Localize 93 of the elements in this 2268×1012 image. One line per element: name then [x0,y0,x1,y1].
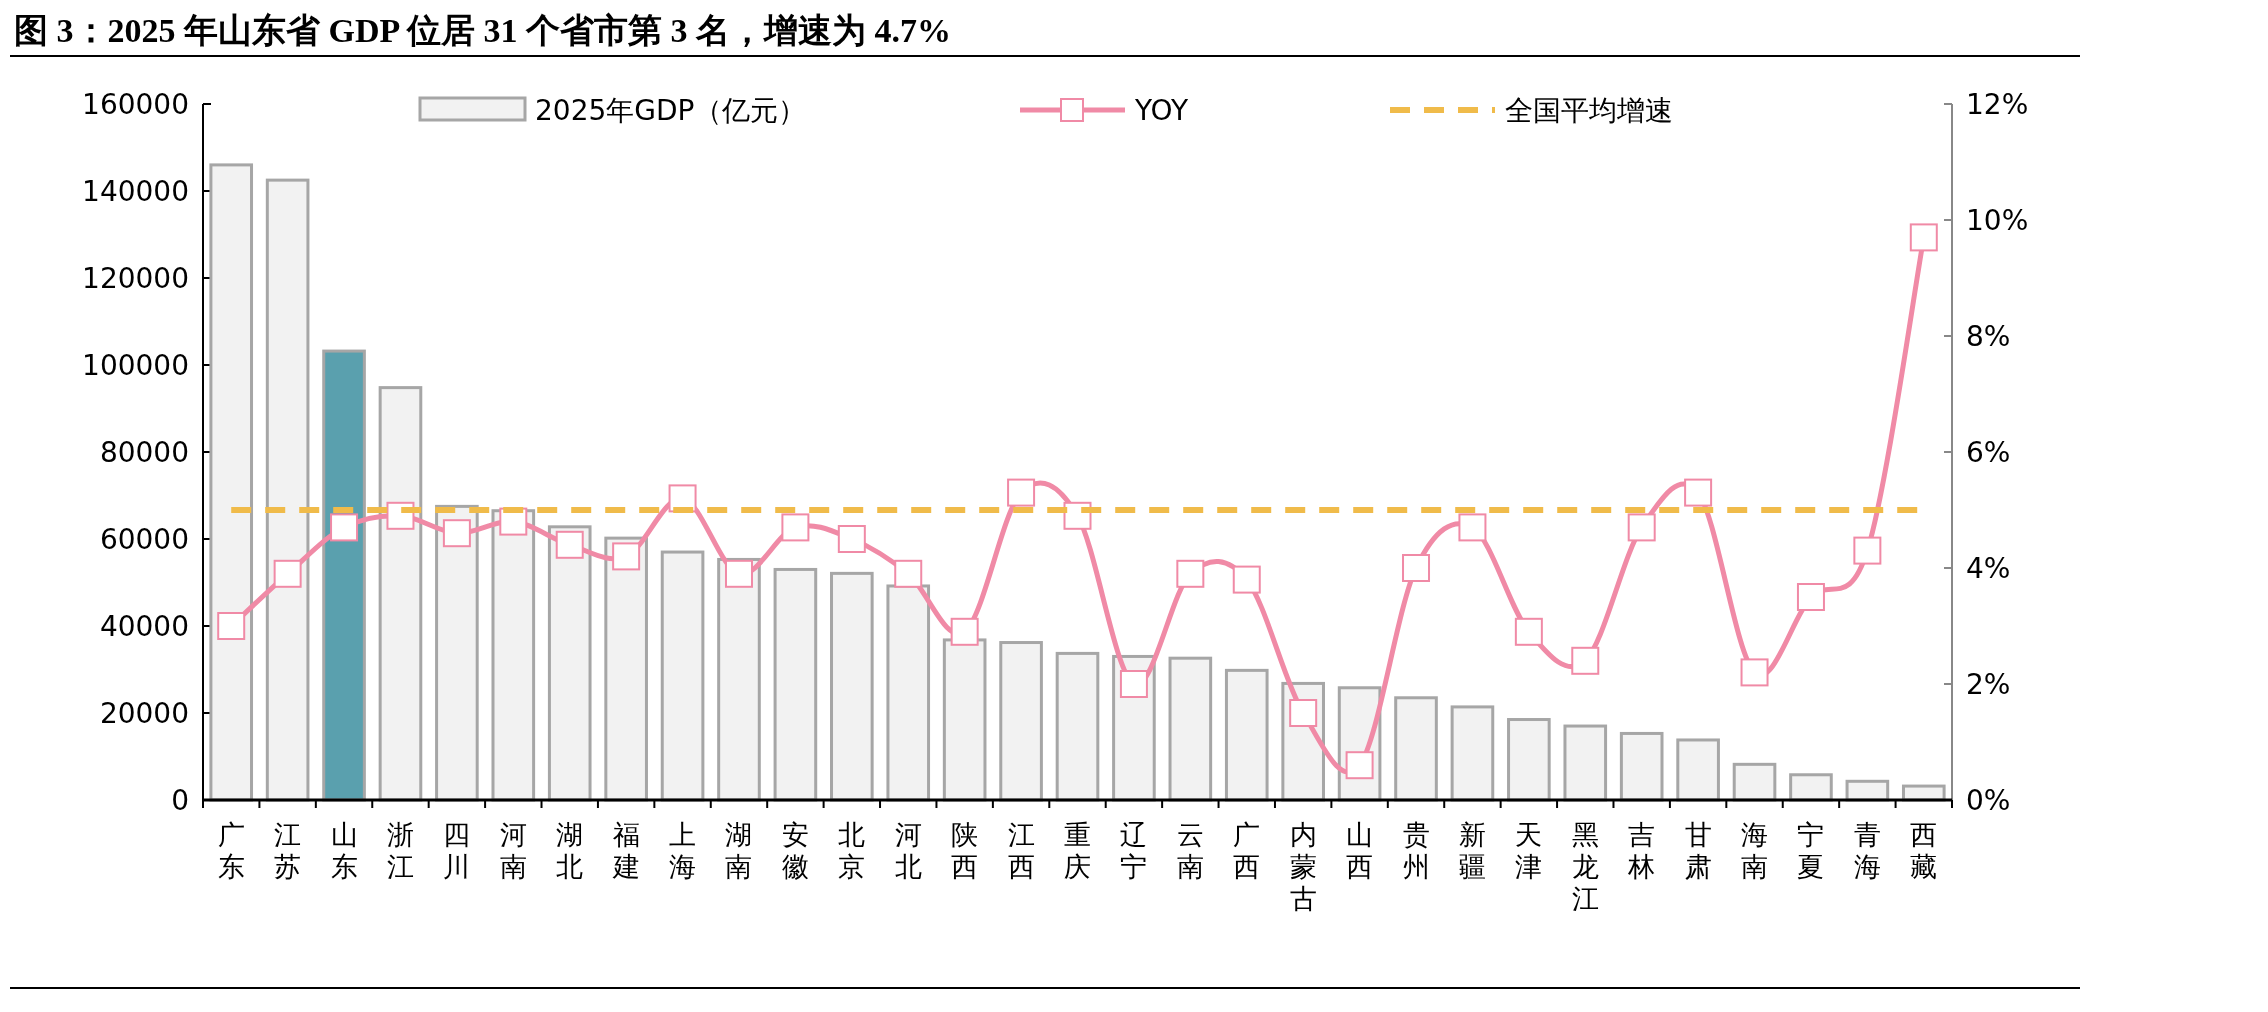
y-tick-label: 0 [171,784,189,817]
bar [1394,696,1438,802]
point [442,519,471,548]
bar [1619,731,1664,802]
y2-tick-label: 6% [1966,436,2011,469]
x-tick-label: 湖北 [556,819,584,882]
x-tick-label: 北京 [838,819,866,882]
y-tick-label: 80000 [99,436,189,469]
x-tick-label: 陕西 [951,819,979,882]
x-tick-label: 西藏 [1910,819,1938,882]
x-tick-label: 安徽 [781,819,809,882]
x-tick-label: 内蒙古 [1289,819,1317,914]
bar [942,638,987,802]
point [330,513,359,542]
point [1007,478,1036,507]
point [217,612,246,640]
bar [886,584,931,802]
y-tick-label: 160000 [82,88,189,121]
point [1232,565,1261,594]
y-tick-label: 140000 [82,175,189,208]
point [1119,670,1148,698]
bar [830,571,874,802]
bar [717,557,761,802]
point [1571,646,1600,675]
x-tick-label: 广东 [217,819,245,882]
bar [1789,773,1833,802]
legend-label: 2025年GDP（亿元） [535,94,807,127]
y2-tick-label: 8% [1966,320,2011,353]
bar [604,536,648,802]
point [612,542,641,571]
x-tick-label: 山西 [1346,819,1374,882]
x-tick-label: 重庆 [1064,819,1091,882]
x-tick-label: 上海 [669,819,697,882]
y2-tick-label: 0% [1966,784,2011,817]
x-tick-label: 四川 [443,819,471,882]
y-tick-label: 120000 [82,262,189,295]
bar [999,641,1043,802]
bar [435,504,479,802]
y-tick-label: 60000 [99,523,189,556]
bar [1676,738,1720,802]
y2-tick-label: 2% [1966,668,2011,701]
x-tick-label: 辽宁 [1120,819,1148,882]
x-tick-label: 湖南 [725,819,753,882]
point [950,617,979,646]
x-tick-label: 浙江 [386,819,414,882]
bar [547,525,592,802]
bar [378,386,423,802]
point [555,530,584,559]
bar [1507,718,1551,802]
bar [1450,705,1495,802]
x-tick-label: 黑龙江 [1571,819,1599,914]
x-tick-label: 河北 [894,819,922,882]
x-tick-label: 甘肃 [1684,819,1712,882]
bar [1168,656,1213,802]
bar [491,509,536,802]
y-tick-label: 40000 [99,610,189,643]
x-tick-label: 天津 [1515,819,1543,882]
x-tick-label: 江苏 [274,819,302,882]
x-tick-label: 新疆 [1458,819,1486,882]
x-tick-label: 广西 [1233,819,1261,882]
point [1514,617,1543,646]
chart-title: 图 3：2025 年山东省 GDP 位居 31 个省市第 3 名，增速为 4.7% [14,12,951,49]
legend-label: YOY [1134,94,1190,127]
bar [322,349,366,802]
bar [209,163,254,802]
bar [1224,668,1269,802]
bar [773,567,818,802]
x-tick-label: 山东 [330,819,358,882]
point [273,559,302,588]
point [1289,699,1318,727]
bar [1563,724,1608,802]
x-tick-label: 贵州 [1402,819,1430,882]
point [724,559,753,588]
legend-label: 全国平均增速 [1505,94,1673,127]
x-tick-label: 云南 [1176,819,1204,882]
point [894,559,923,588]
x-tick-label: 青海 [1853,819,1881,882]
bar [1055,651,1100,802]
x-tick-label: 吉林 [1627,819,1656,882]
x-tick-label: 海南 [1741,819,1769,882]
point [1345,751,1374,780]
y-tick-label: 100000 [82,349,189,382]
y2-tick-label: 4% [1966,552,2011,585]
x-tick-label: 江西 [1007,819,1035,882]
bar [265,178,310,802]
bar [660,550,705,802]
y-tick-label: 20000 [99,697,189,730]
x-tick-label: 宁夏 [1797,819,1825,882]
bar [1732,762,1777,802]
x-tick-label: 河南 [499,819,527,882]
y2-tick-label: 10% [1966,204,2029,237]
y2-tick-label: 12% [1966,88,2029,121]
x-tick-label: 福建 [611,819,640,882]
